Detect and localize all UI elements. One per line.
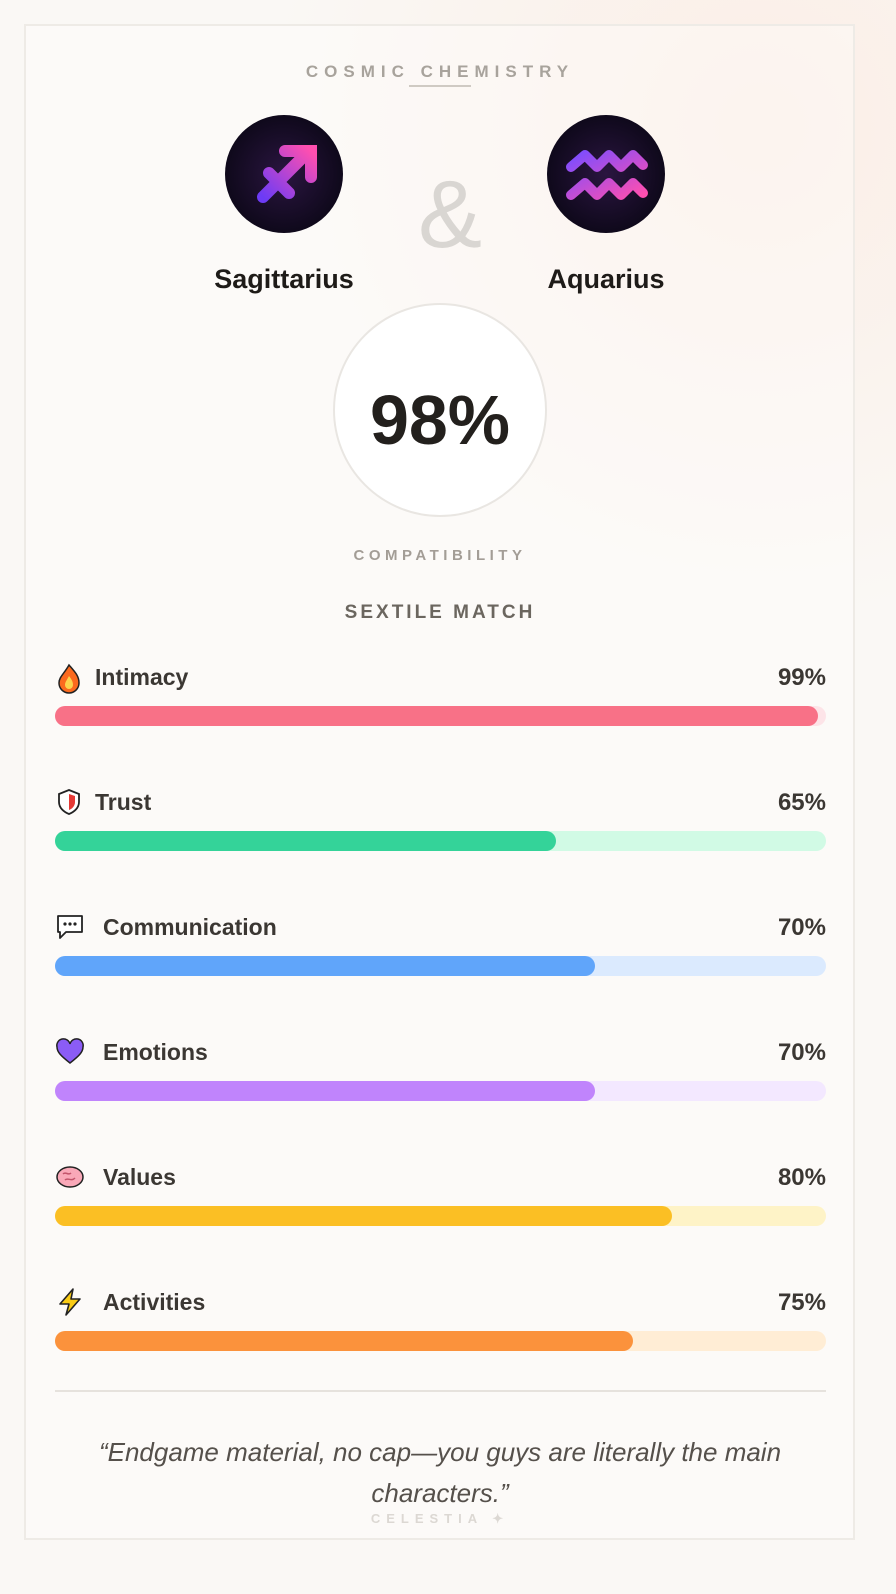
category-label: Emotions: [103, 1039, 208, 1065]
category-value: 65%: [777, 789, 826, 816]
bar: [55, 1206, 672, 1226]
glyph: [257, 145, 317, 203]
bar-track: [55, 1206, 826, 1226]
footer: CELESTIA ✦: [370, 1511, 510, 1526]
aquarius-icon: [547, 115, 665, 233]
score: 98%: [369, 381, 511, 459]
category-label: Trust: [95, 789, 152, 815]
bar-track: [55, 831, 826, 851]
card: [24, 24, 855, 1540]
category-value: 99%: [777, 664, 826, 691]
icon: [56, 1038, 84, 1064]
title: COSMIC CHEMISTRY: [305, 62, 575, 81]
category-icon: [55, 912, 87, 944]
category-icon: [55, 1287, 87, 1319]
category-label: Communication: [103, 914, 277, 940]
divider: [55, 1390, 826, 1392]
bar: [55, 831, 557, 851]
bar: [55, 956, 595, 976]
category-value: 75%: [777, 1289, 826, 1316]
icon: [56, 1166, 84, 1188]
bar-track: [55, 956, 826, 976]
bar: [55, 706, 819, 726]
score-ring: [333, 303, 547, 517]
icon: [57, 915, 83, 939]
score-caption: COMPATIBILITY: [353, 547, 527, 564]
bar: [55, 1081, 595, 1101]
category-value: 80%: [777, 1164, 826, 1191]
bar-track: [55, 706, 826, 726]
ampersand: &: [417, 161, 483, 268]
quote: “Endgame material, no cap—you guys are l…: [98, 1437, 782, 1508]
bar-track: [55, 1081, 826, 1101]
category-value: 70%: [777, 914, 826, 941]
sign-name: Aquarius: [547, 264, 665, 294]
sign-name: Sagittarius: [214, 264, 354, 294]
title-underline: [409, 85, 471, 87]
bar-track: [55, 1331, 826, 1351]
category-icon: [55, 1037, 87, 1069]
category-value: 70%: [777, 1039, 826, 1066]
category-icon: [55, 1162, 87, 1194]
category-label: Activities: [103, 1289, 206, 1315]
category-icon: [55, 662, 87, 694]
icon: [58, 789, 80, 815]
icon: [58, 663, 80, 694]
category-label: Intimacy: [95, 664, 189, 690]
sagittarius-icon: [225, 115, 343, 233]
category-icon: [55, 787, 87, 819]
glyph: [566, 150, 648, 200]
match-type: SEXTILE MATCH: [344, 602, 536, 623]
bar: [55, 1331, 634, 1351]
category-label: Values: [103, 1164, 176, 1190]
icon: [59, 1288, 81, 1316]
